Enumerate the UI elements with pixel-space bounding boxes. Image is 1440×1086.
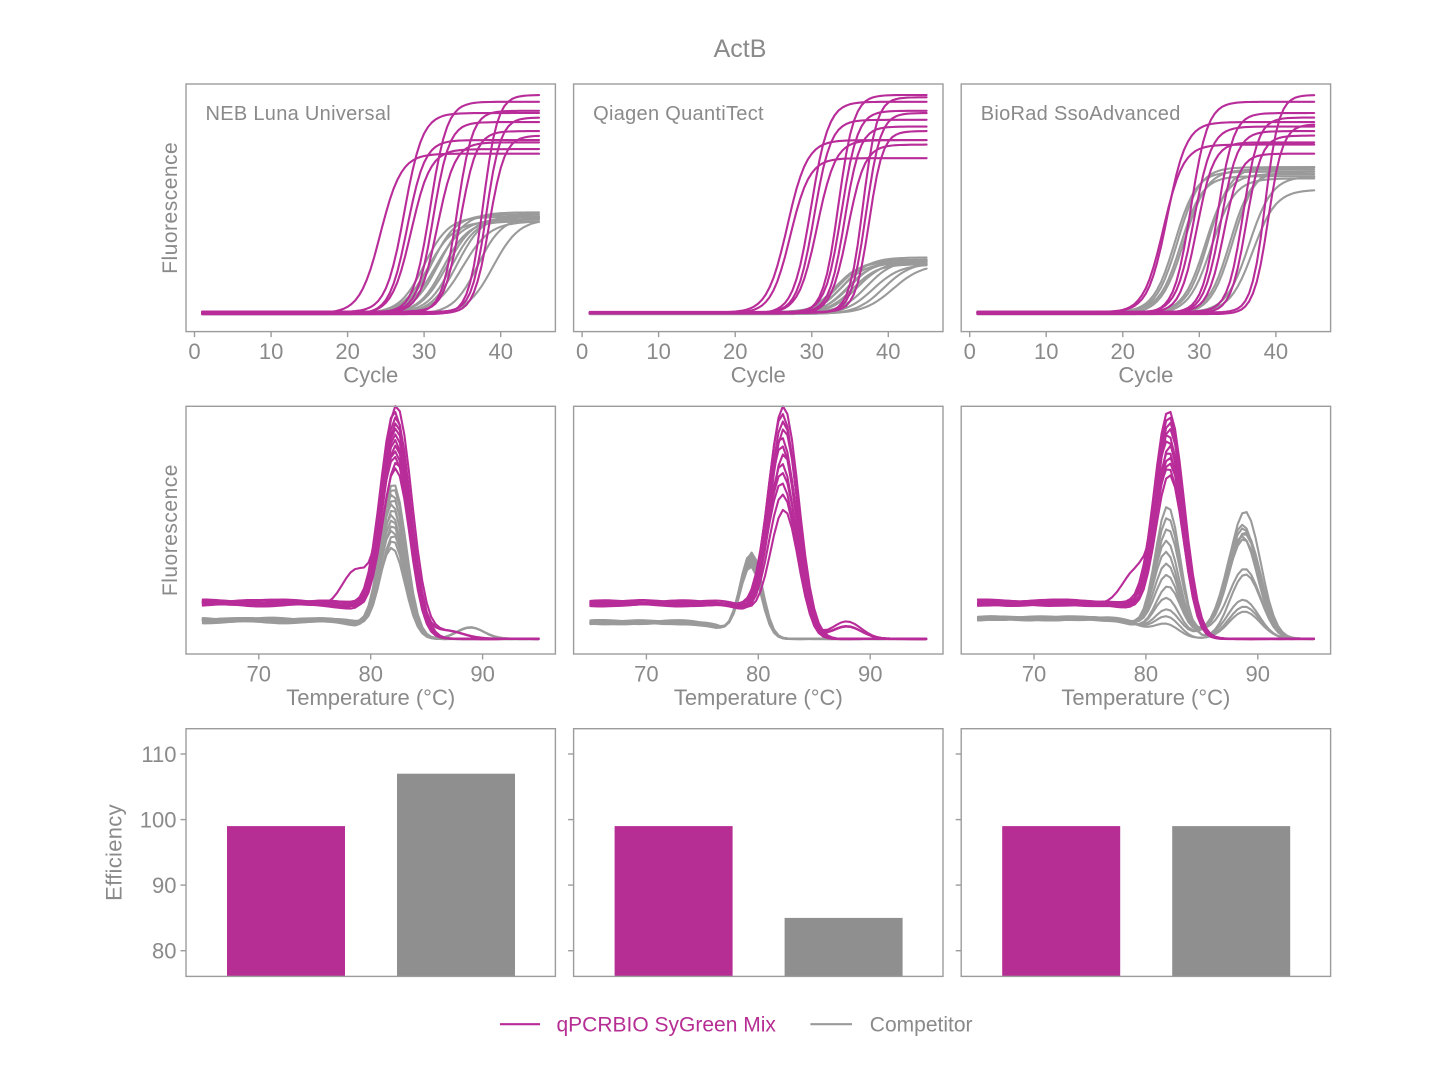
svg-text:80: 80 bbox=[746, 662, 770, 687]
svg-text:70: 70 bbox=[634, 662, 658, 687]
svg-text:30: 30 bbox=[412, 339, 436, 364]
svg-text:70: 70 bbox=[1022, 662, 1046, 687]
svg-text:Temperature (°C): Temperature (°C) bbox=[286, 685, 455, 710]
svg-text:Temperature (°C): Temperature (°C) bbox=[1061, 685, 1230, 710]
svg-text:Competitor: Competitor bbox=[870, 1014, 973, 1037]
svg-text:30: 30 bbox=[800, 339, 824, 364]
svg-text:20: 20 bbox=[723, 339, 747, 364]
svg-text:BioRad SsoAdvanced: BioRad SsoAdvanced bbox=[981, 103, 1181, 125]
svg-text:Cycle: Cycle bbox=[731, 363, 786, 388]
svg-text:90: 90 bbox=[858, 662, 882, 687]
svg-text:80: 80 bbox=[152, 939, 176, 964]
svg-text:0: 0 bbox=[964, 339, 976, 364]
svg-text:80: 80 bbox=[358, 662, 382, 687]
svg-text:10: 10 bbox=[259, 339, 283, 364]
svg-text:NEB Luna Universal: NEB Luna Universal bbox=[206, 103, 392, 125]
svg-text:0: 0 bbox=[576, 339, 588, 364]
svg-text:90: 90 bbox=[152, 873, 176, 898]
svg-text:0: 0 bbox=[188, 339, 200, 364]
svg-text:Temperature (°C): Temperature (°C) bbox=[674, 685, 843, 710]
svg-text:40: 40 bbox=[488, 339, 512, 364]
svg-text:90: 90 bbox=[1246, 662, 1270, 687]
svg-text:Qiagen QuantiTect: Qiagen QuantiTect bbox=[593, 103, 764, 125]
svg-text:110: 110 bbox=[141, 742, 176, 767]
svg-text:10: 10 bbox=[1034, 339, 1058, 364]
svg-text:20: 20 bbox=[1111, 339, 1135, 364]
svg-text:30: 30 bbox=[1187, 339, 1211, 364]
svg-text:100: 100 bbox=[140, 808, 177, 833]
svg-text:Efficiency: Efficiency bbox=[102, 804, 127, 901]
svg-text:40: 40 bbox=[1264, 339, 1288, 364]
svg-text:ActB: ActB bbox=[714, 35, 767, 63]
svg-text:70: 70 bbox=[247, 662, 271, 687]
svg-text:Cycle: Cycle bbox=[1118, 363, 1173, 388]
svg-text:Fluorescence: Fluorescence bbox=[159, 464, 182, 596]
svg-text:Fluorescence: Fluorescence bbox=[159, 142, 182, 274]
svg-text:40: 40 bbox=[876, 339, 900, 364]
svg-text:Cycle: Cycle bbox=[343, 363, 398, 388]
svg-text:qPCRBIO SyGreen Mix: qPCRBIO SyGreen Mix bbox=[557, 1014, 777, 1037]
svg-text:80: 80 bbox=[1134, 662, 1158, 687]
svg-text:10: 10 bbox=[646, 339, 670, 364]
svg-text:20: 20 bbox=[335, 339, 359, 364]
svg-text:90: 90 bbox=[470, 662, 494, 687]
